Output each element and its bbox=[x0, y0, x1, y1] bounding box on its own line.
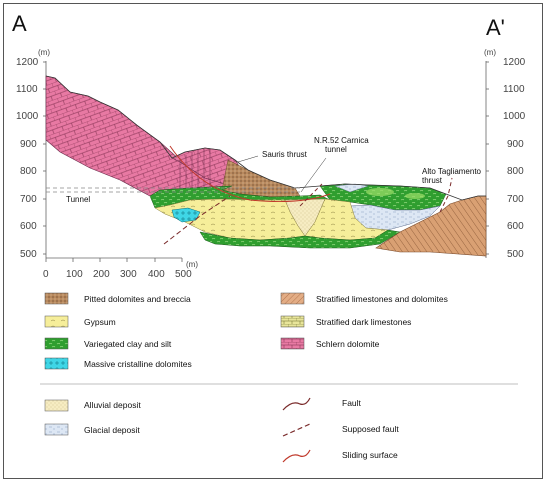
alto-tagliamento-label-line1: Alto Tagliamento bbox=[422, 167, 482, 176]
y-tick-label: 700 bbox=[20, 194, 37, 205]
legend-label-massive: Massive cristalline dolomites bbox=[84, 359, 192, 369]
legend-symbol-sliding bbox=[282, 449, 311, 463]
y-tick-label: 900 bbox=[507, 139, 524, 150]
x-tick-label: 200 bbox=[93, 269, 110, 280]
y-tick-label: 700 bbox=[507, 194, 524, 205]
y-tick-label: 1100 bbox=[16, 84, 38, 95]
topographic-surface bbox=[45, 75, 486, 201]
alto-tagliamento-label-line2: thrust bbox=[422, 176, 443, 185]
x-tick-label: 300 bbox=[120, 269, 137, 280]
section-label-a-prime: A' bbox=[486, 15, 505, 40]
x-tick-label: 100 bbox=[66, 269, 83, 280]
x-axis-unit: (m) bbox=[186, 260, 198, 269]
section-label-a: A bbox=[12, 11, 27, 36]
supposed-fault-center bbox=[299, 183, 323, 207]
x-ticks: 0 100 200 300 400 500 bbox=[43, 269, 192, 280]
y-tick-label: 800 bbox=[507, 166, 524, 177]
y-tick-label: 500 bbox=[20, 249, 37, 260]
legend-swatch-stratified-ld bbox=[280, 292, 305, 305]
legend-label-clay: Variegated clay and silt bbox=[84, 339, 172, 349]
legend-label-stratified-ld: Stratified limestones and dolomites bbox=[316, 294, 448, 304]
x-tick-label: 400 bbox=[148, 269, 165, 280]
y-axis-unit-left: (m) bbox=[38, 48, 50, 57]
legend-label-alluvial: Alluvial deposit bbox=[84, 400, 141, 410]
tunnel-label: Tunnel bbox=[66, 195, 90, 204]
sauris-thrust-label: Sauris thrust bbox=[262, 150, 308, 159]
variegated-clay-lower bbox=[199, 229, 401, 249]
y-tick-label: 1200 bbox=[16, 57, 39, 68]
supposed-fault-right bbox=[439, 177, 453, 213]
legend-label-schlern: Schlern dolomite bbox=[316, 339, 380, 349]
x-tick-label: 0 bbox=[43, 269, 49, 280]
legend-label-dark-limestones: Stratified dark limestones bbox=[316, 317, 411, 327]
y-ticks-left: 1200 1100 1000 900 800 700 600 500 bbox=[16, 57, 39, 260]
legend-symbol-supposed-fault bbox=[282, 423, 311, 437]
legend-swatch-alluvial bbox=[44, 399, 69, 412]
sliding-surface-line bbox=[169, 145, 331, 203]
y-axis-unit-right: (m) bbox=[484, 48, 496, 57]
legend-swatch-schlern bbox=[280, 337, 305, 350]
legend-label-glacial: Glacial deposit bbox=[84, 425, 140, 435]
y-tick-label: 900 bbox=[20, 139, 37, 150]
y-tick-label: 1000 bbox=[16, 111, 39, 122]
legend-swatch-pitted bbox=[44, 292, 69, 305]
y-tick-label: 600 bbox=[20, 221, 37, 232]
legend-label-supposed-fault: Supposed fault bbox=[342, 424, 399, 434]
y-tick-label: 600 bbox=[507, 221, 524, 232]
legend-swatch-clay bbox=[44, 337, 69, 350]
legend-label-fault: Fault bbox=[342, 398, 362, 408]
massive-dolomites bbox=[171, 207, 201, 223]
legend-label-sliding: Sliding surface bbox=[342, 450, 398, 460]
pitted-dolomites bbox=[221, 159, 301, 198]
legend-label-pitted: Pitted dolomites and breccia bbox=[84, 294, 191, 304]
y-tick-label: 1200 bbox=[503, 57, 526, 68]
legend-swatch-massive bbox=[44, 357, 69, 370]
legend-symbol-fault bbox=[282, 397, 311, 411]
legend-label-gypsum: Gypsum bbox=[84, 317, 116, 327]
legend-swatch-dark-limestones bbox=[280, 315, 305, 328]
legend-swatch-gypsum bbox=[44, 315, 69, 328]
y-tick-marks bbox=[43, 61, 489, 255]
nr52-tunnel-label-line2: tunnel bbox=[325, 145, 347, 154]
schlern-hill-hatching bbox=[179, 149, 211, 188]
y-tick-label: 500 bbox=[507, 249, 524, 260]
y-ticks-right: 1200 1100 1000 900 800 700 600 500 bbox=[503, 57, 526, 260]
x-tick-label: 500 bbox=[175, 269, 192, 280]
y-tick-label: 1100 bbox=[503, 84, 525, 95]
y-tick-label: 1000 bbox=[503, 111, 526, 122]
nr52-tunnel-label-line1: N.R.52 Carnica bbox=[314, 136, 369, 145]
legend-swatch-glacial bbox=[44, 423, 69, 436]
y-tick-label: 800 bbox=[20, 166, 37, 177]
